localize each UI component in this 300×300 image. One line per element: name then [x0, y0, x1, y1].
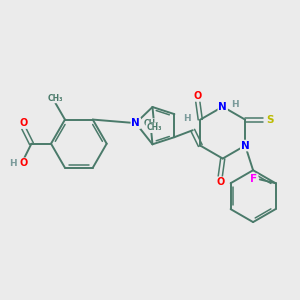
Text: S: S: [266, 115, 273, 124]
Text: N: N: [218, 102, 227, 112]
Text: N: N: [241, 141, 250, 151]
Text: CH₃: CH₃: [48, 94, 63, 103]
Text: O: O: [216, 177, 224, 187]
Text: N: N: [131, 118, 140, 128]
Text: H: H: [183, 114, 191, 123]
Text: F: F: [250, 174, 258, 184]
Text: O: O: [20, 118, 28, 128]
Text: O: O: [194, 91, 202, 101]
Text: H: H: [9, 159, 17, 168]
Text: CH₃: CH₃: [146, 123, 162, 132]
Text: H: H: [231, 100, 238, 109]
Text: O: O: [20, 158, 28, 168]
Text: CH₃: CH₃: [143, 119, 159, 128]
